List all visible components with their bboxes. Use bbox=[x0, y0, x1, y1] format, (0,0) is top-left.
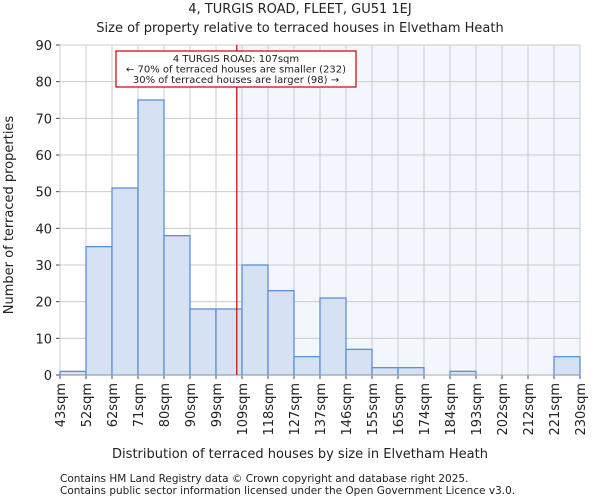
x-tick-label: 99sqm bbox=[210, 383, 225, 427]
x-tick-label: 193sqm bbox=[470, 383, 485, 436]
chart-title: 4, TURGIS ROAD, FLEET, GU51 1EJ bbox=[188, 2, 411, 17]
x-tick-label: 174sqm bbox=[418, 383, 433, 436]
histogram-bar bbox=[293, 356, 321, 376]
x-tick-label: 155sqm bbox=[366, 383, 381, 436]
y-tick-label: 20 bbox=[35, 296, 52, 311]
x-tick-label: 52sqm bbox=[80, 383, 95, 427]
histogram-bar bbox=[111, 187, 139, 376]
x-tick-label: 127sqm bbox=[288, 383, 303, 436]
histogram-bar bbox=[449, 370, 477, 376]
y-tick-label: 80 bbox=[35, 76, 52, 91]
histogram-bar bbox=[215, 308, 243, 376]
annotation-line: ← 70% of terraced houses are smaller (23… bbox=[126, 65, 346, 76]
x-tick-label: 118sqm bbox=[262, 383, 277, 436]
y-tick-label: 50 bbox=[35, 186, 52, 201]
x-tick-label: 230sqm bbox=[574, 383, 589, 436]
y-axis-label: Number of terraced properties bbox=[2, 116, 17, 315]
histogram-bar bbox=[397, 367, 425, 376]
x-tick-label: 43sqm bbox=[54, 383, 69, 427]
chart-subtitle: Size of property relative to terraced ho… bbox=[96, 21, 503, 36]
x-tick-label: 184sqm bbox=[444, 383, 459, 436]
annotation-box bbox=[115, 50, 357, 88]
histogram-bar bbox=[241, 264, 269, 376]
x-tick-label: 62sqm bbox=[106, 383, 121, 427]
y-tick-label: 90 bbox=[35, 39, 52, 54]
histogram-bar bbox=[553, 356, 581, 376]
histogram-bar bbox=[189, 308, 217, 376]
x-tick-label: 137sqm bbox=[314, 383, 329, 436]
x-tick-label: 90sqm bbox=[184, 383, 199, 427]
histogram-bar bbox=[319, 297, 347, 376]
histogram-bar bbox=[163, 235, 191, 376]
y-tick-label: 10 bbox=[35, 332, 52, 347]
x-tick-label: 80sqm bbox=[158, 383, 173, 427]
x-tick-label: 109sqm bbox=[236, 383, 251, 436]
y-tick-label: 60 bbox=[35, 149, 52, 164]
histogram-bar bbox=[345, 348, 373, 376]
x-tick-label: 202sqm bbox=[496, 383, 511, 436]
annotation-line: 30% of terraced houses are larger (98) → bbox=[133, 75, 339, 86]
y-tick-label: 40 bbox=[35, 222, 52, 237]
x-axis-label: Distribution of terraced houses by size … bbox=[112, 447, 488, 462]
histogram-bar bbox=[371, 367, 399, 376]
x-tick-label: 165sqm bbox=[392, 383, 407, 436]
annotation-line: 4 TURGIS ROAD: 107sqm bbox=[173, 54, 299, 65]
y-tick-label: 70 bbox=[35, 112, 52, 127]
histogram-bar bbox=[267, 290, 295, 376]
y-tick-label: 0 bbox=[44, 369, 52, 384]
y-tick-label: 30 bbox=[35, 259, 52, 274]
x-tick-label: 221sqm bbox=[548, 383, 563, 436]
x-tick-label: 71sqm bbox=[132, 383, 147, 427]
x-tick-label: 146sqm bbox=[340, 383, 355, 436]
footer-line-1: Contains HM Land Registry data © Crown c… bbox=[60, 473, 468, 485]
histogram-bar bbox=[137, 99, 165, 376]
histogram-bar bbox=[85, 246, 113, 376]
footer-line-2: Contains public sector information licen… bbox=[60, 485, 515, 497]
x-tick-label: 212sqm bbox=[522, 383, 537, 436]
histogram-bar bbox=[59, 370, 87, 376]
